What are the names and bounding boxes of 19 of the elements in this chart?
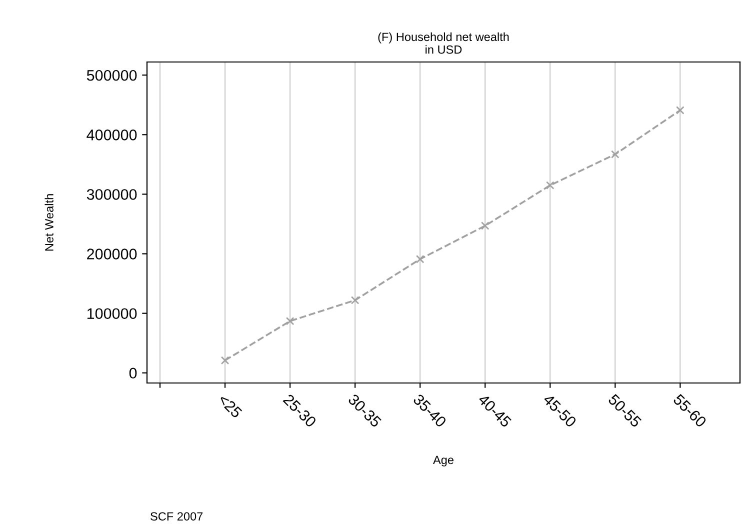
x-tick-label: <25 <box>218 394 243 419</box>
point <box>286 316 294 326</box>
x-axis-title: Age <box>433 456 454 466</box>
y-tick-label: 500000 <box>86 70 137 81</box>
point <box>610 150 620 158</box>
y-tick-label: 0 <box>129 368 137 379</box>
y-tick-label: 300000 <box>86 189 137 200</box>
y-tick-label: 100000 <box>87 308 137 320</box>
point <box>220 356 230 365</box>
point <box>546 181 554 190</box>
point <box>416 254 424 264</box>
chart-title: (F) Household net wealth in USD <box>378 32 509 54</box>
y-tick-label: 200000 <box>87 248 137 260</box>
point <box>676 106 684 114</box>
text: SCF 2007 <box>150 512 203 521</box>
y-tick-label: 400000 <box>86 130 137 140</box>
point <box>350 296 360 304</box>
point <box>480 222 490 230</box>
y-axis-title: Net Wealth <box>44 194 54 251</box>
